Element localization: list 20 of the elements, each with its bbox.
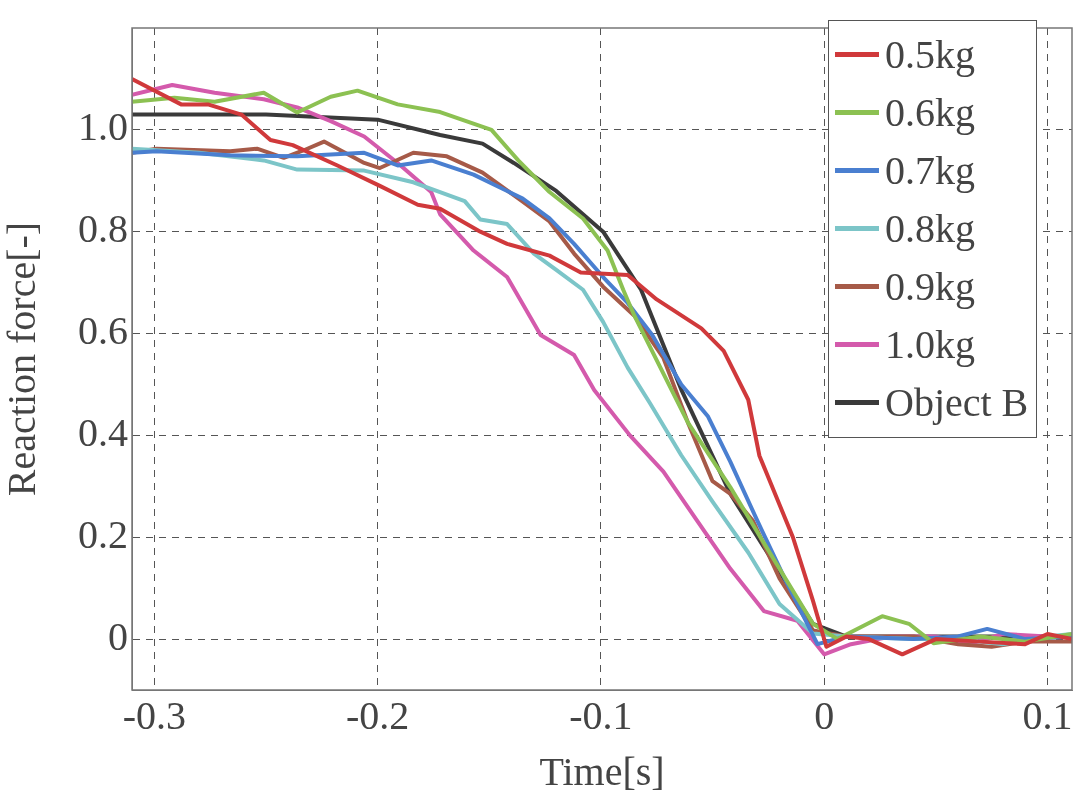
y-tick-label: 0.6 bbox=[78, 308, 128, 354]
legend-label: 0.9kg bbox=[885, 262, 975, 310]
y-tick-label: 0.4 bbox=[78, 409, 128, 455]
legend-label: 0.8kg bbox=[885, 204, 975, 252]
legend-label: 0.5kg bbox=[885, 30, 975, 78]
y-tick-label: 0.8 bbox=[78, 206, 128, 252]
y-axis-title: Reaction force[-] bbox=[0, 221, 44, 497]
legend-label: 1.0kg bbox=[885, 320, 975, 368]
legend-label: 0.7kg bbox=[885, 146, 975, 194]
x-tick-label: 0.1 bbox=[1022, 692, 1073, 738]
y-tick-label: 1.0 bbox=[78, 104, 128, 150]
x-tick-label: -0.2 bbox=[345, 692, 410, 738]
x-tick-label: -0.3 bbox=[122, 692, 186, 738]
x-tick-label: -0.1 bbox=[569, 692, 633, 738]
x-axis-title: Time[s] bbox=[539, 748, 665, 794]
y-tick-label: 0.2 bbox=[78, 511, 128, 557]
legend-label: 0.6kg bbox=[885, 88, 975, 136]
x-tick-label: 0 bbox=[814, 692, 835, 738]
legend-label: Object B bbox=[885, 378, 1029, 426]
y-tick-label: 0 bbox=[108, 613, 128, 659]
